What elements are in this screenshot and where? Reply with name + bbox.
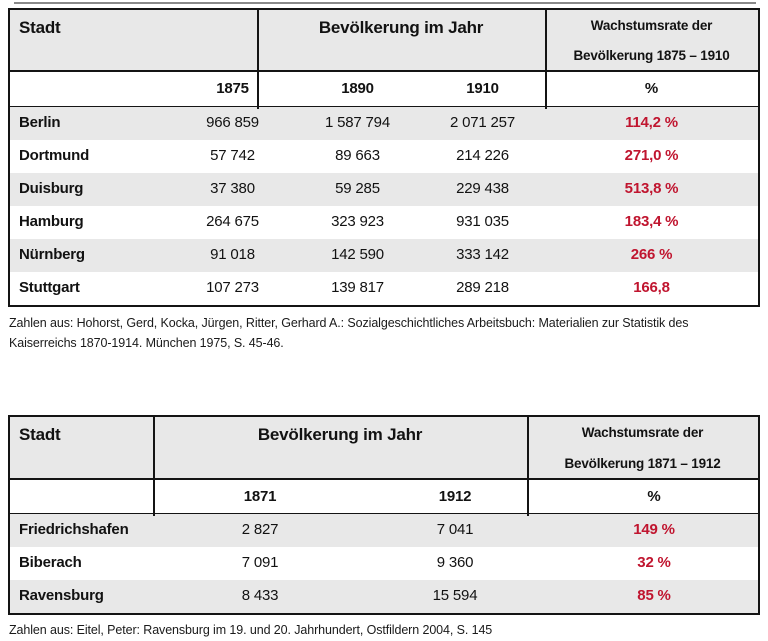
table2-header-row: Stadt Bevölkerung im Jahr Wachstumsrate … [10,417,758,480]
table1-column-divider [545,10,547,109]
table2-body: Friedrichshafen 2 827 7 041 149 % Bibera… [10,514,758,613]
population-value: 139 817 [331,279,384,296]
population-value: 15 594 [432,587,478,604]
city-name: Nürnberg [19,246,85,263]
population-value: 1 587 794 [325,114,390,131]
population-value: 289 218 [456,279,509,296]
growth-rate-value: 166,8 [633,279,670,296]
table2-year-header-empty [10,480,160,513]
city-name: Biberach [19,554,82,571]
city-name: Stuttgart [19,279,80,296]
growth-rate-value: 513,8 % [624,180,679,197]
population-value: 214 226 [456,147,509,164]
table1-source-caption: Zahlen aus: Hohorst, Gerd, Kocka, Jürgen… [9,316,689,350]
table2-column-divider [527,417,529,516]
table-row-friedrichshafen: Friedrichshafen 2 827 7 041 149 % [10,514,758,547]
population-value: 7 041 [436,521,474,538]
population-value: 89 663 [335,147,380,164]
growth-rate-value: 266 % [630,246,673,263]
population-value: 931 035 [456,213,509,230]
table2-header-wachstumsrate: Wachstumsrate der Bevölkerung 1871 – 191… [527,417,758,478]
table1-body: Berlin 966 859 1 587 794 2 071 257 114,2… [10,107,758,305]
table2-header-stadt: Stadt [19,425,61,444]
table-row-berlin: Berlin 966 859 1 587 794 2 071 257 114,2… [10,107,758,140]
population-value: 107 273 [206,279,259,296]
city-name: Hamburg [19,213,84,230]
growth-rate-value: 183,4 % [624,213,679,230]
city-name: Duisburg [19,180,84,197]
population-value: 966 859 [206,114,259,131]
table1-year-header-row: 1875 1890 1910 % [10,72,758,107]
population-table-1871-1912: Stadt Bevölkerung im Jahr Wachstumsrate … [8,415,760,615]
table1-year-header-empty [10,72,170,106]
table-row-biberach: Biberach 7 091 9 360 32 % [10,547,758,580]
growth-rate-value: 149 % [633,521,675,538]
population-value: 8 433 [241,587,279,604]
population-value: 323 923 [331,213,384,230]
population-value: 264 675 [206,213,259,230]
population-value: 333 142 [456,246,509,263]
population-value: 229 438 [456,180,509,197]
table1-header-wachstumsrate: Wachstumsrate der Bevölkerung 1875 – 191… [545,10,758,70]
table-row-nuernberg: Nürnberg 91 018 142 590 333 142 266 % [10,239,758,272]
city-name: Berlin [19,114,61,131]
population-value: 91 018 [210,246,255,263]
growth-rate-value: 114,2 % [625,114,678,131]
table1-year-header-1910: 1910 [466,80,499,97]
table-row-ravensburg: Ravensburg 8 433 15 594 85 % [10,580,758,613]
population-value: 2 827 [241,521,279,538]
table2-percent-header: % [647,488,661,505]
table1-header-stadt: Stadt [19,18,61,37]
table1-header-bevoelkerung: Bevölkerung im Jahr [318,18,484,37]
city-name: Friedrichshafen [19,521,129,538]
table2-year-header-1871: 1871 [243,488,277,505]
population-value: 7 091 [241,554,279,571]
table2-year-header-1912: 1912 [438,488,472,505]
city-name: Ravensburg [19,587,104,604]
table1-percent-header: % [644,80,659,97]
population-value: 37 380 [210,180,255,197]
population-table-1875-1910: Stadt Bevölkerung im Jahr Wachstumsrate … [8,8,760,307]
table2-header-wachstumsrate-line2: Bevölkerung 1871 – 1912 [564,456,721,471]
table2-header-wachstumsrate-line1: Wachstumsrate der [581,425,704,440]
table-row-hamburg: Hamburg 264 675 323 923 931 035 183,4 % [10,206,758,239]
page-edge-line [14,2,756,4]
growth-rate-value: 271,0 % [624,147,679,164]
table2-source-caption: Zahlen aus: Eitel, Peter: Ravensburg im … [9,623,493,637]
table-row-dortmund: Dortmund 57 742 89 663 214 226 271,0 % [10,140,758,173]
table1-header-wachstumsrate-line1: Wachstumsrate der [590,18,713,33]
table1-year-header-1890: 1890 [341,80,374,97]
table2-column-divider [153,417,155,516]
table-row-duisburg: Duisburg 37 380 59 285 229 438 513,8 % [10,173,758,206]
population-value: 9 360 [436,554,474,571]
table1-header-row: Stadt Bevölkerung im Jahr Wachstumsrate … [10,10,758,72]
city-name: Dortmund [19,147,90,164]
population-value: 142 590 [331,246,384,263]
population-value: 57 742 [210,147,255,164]
table1-year-header-1875: 1875 [216,80,249,97]
growth-rate-value: 85 % [637,587,671,604]
table-row-stuttgart: Stuttgart 107 273 139 817 289 218 166,8 [10,272,758,305]
table1-column-divider [257,10,259,109]
table2-year-header-row: 1871 1912 % [10,480,758,514]
population-value: 59 285 [335,180,380,197]
population-value: 2 071 257 [450,114,515,131]
table1-header-wachstumsrate-line2: Bevölkerung 1875 – 1910 [573,48,730,63]
growth-rate-value: 32 % [637,554,671,571]
table2-header-bevoelkerung: Bevölkerung im Jahr [257,425,423,444]
